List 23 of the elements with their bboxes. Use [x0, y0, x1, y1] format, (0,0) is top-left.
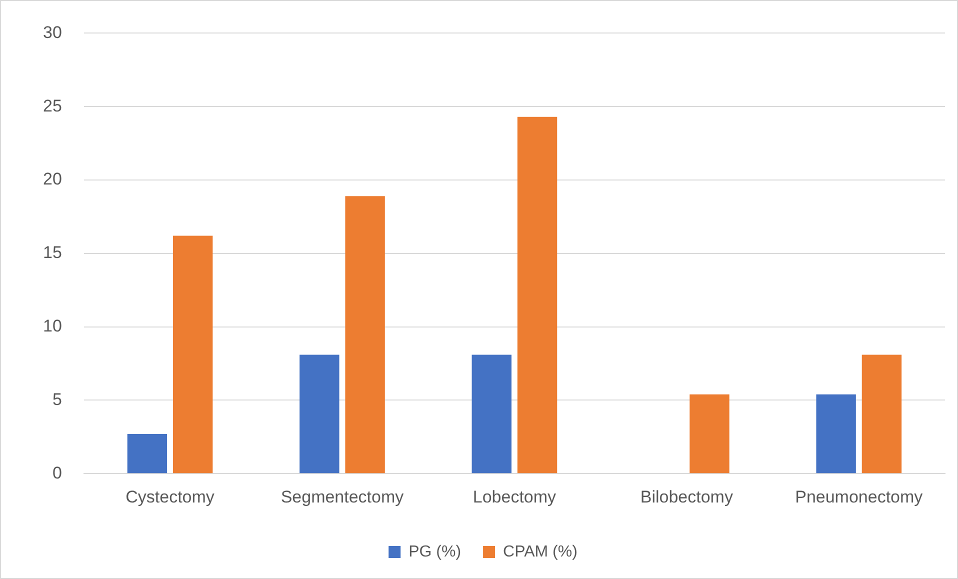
y-tick-label: 5	[52, 390, 62, 409]
bar	[300, 354, 340, 474]
bar	[816, 394, 856, 474]
bar	[472, 354, 512, 474]
y-tick-label: 0	[52, 463, 62, 482]
y-tick-label: 20	[42, 170, 62, 189]
x-tick-label: Bilobectomy	[640, 487, 734, 506]
x-tick-label: Lobectomy	[472, 487, 557, 506]
x-tick-label: Cystectomy	[126, 487, 215, 506]
y-tick-label: 15	[42, 243, 62, 262]
bar	[127, 434, 168, 474]
bar	[172, 236, 213, 474]
y-tick-label: 10	[42, 316, 62, 336]
legend-label: CPAM (%)	[503, 543, 578, 560]
x-tick-label: Segmentectomy	[280, 487, 404, 506]
bar	[690, 394, 730, 474]
bar	[517, 116, 558, 474]
y-tick-label: 25	[42, 96, 62, 116]
x-tick-label: Pneumonectomy	[795, 487, 924, 506]
y-tick-label: 30	[42, 22, 62, 42]
bar	[862, 354, 902, 474]
legend-label: PG (%)	[408, 543, 462, 560]
bar	[345, 196, 385, 474]
